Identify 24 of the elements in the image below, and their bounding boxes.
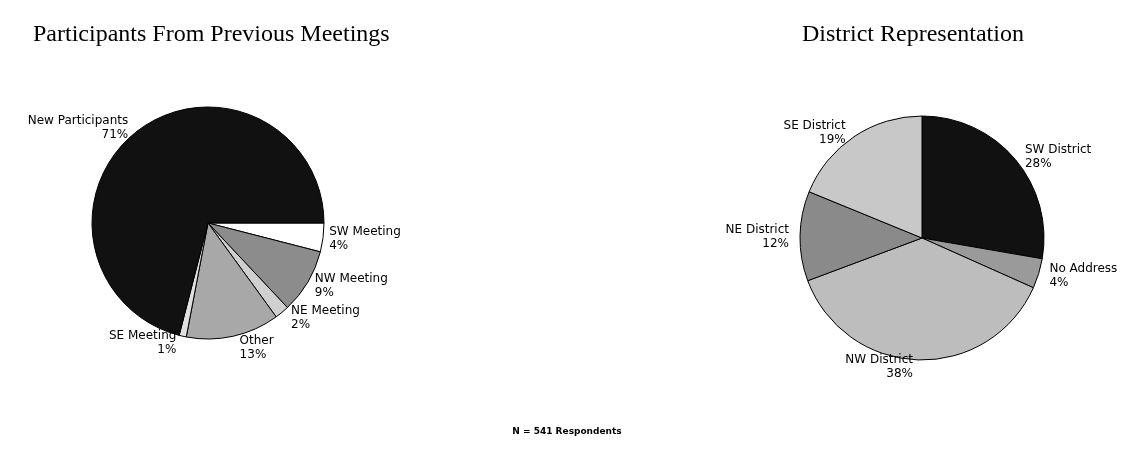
slice-label: NE Meeting <box>291 303 360 317</box>
data-label: 12% <box>762 236 790 251</box>
data-label: 28% <box>1024 155 1052 170</box>
slice-label: SW District <box>1024 141 1092 156</box>
slice-label: NE District <box>725 222 790 237</box>
slice-label: SE District <box>783 117 846 132</box>
chart-title: Participants From Previous Meetings <box>33 20 390 46</box>
data-label: 9% <box>314 285 334 300</box>
data-label: 71% <box>101 126 129 141</box>
slice-label: SW Meeting <box>329 224 401 239</box>
data-label: 13% <box>239 347 267 361</box>
data-label: 4% <box>329 238 349 253</box>
slice-label: Other <box>239 333 274 347</box>
chart-title: District Representation <box>802 20 1024 46</box>
slice-label: New Participants <box>27 112 129 127</box>
data-label: 4% <box>1049 275 1069 290</box>
slice-label: NW District <box>845 351 914 366</box>
slice-label: No Address <box>1049 261 1118 276</box>
slice-label: NW Meeting <box>314 271 388 286</box>
data-label: 2% <box>291 317 311 331</box>
text: N = 541 Respondents <box>511 426 623 436</box>
data-label: 38% <box>886 365 914 380</box>
data-label: 1% <box>157 342 177 357</box>
data-label: 19% <box>819 131 846 146</box>
